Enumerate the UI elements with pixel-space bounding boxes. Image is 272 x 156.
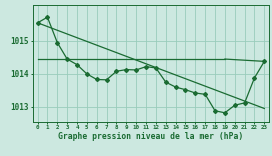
X-axis label: Graphe pression niveau de la mer (hPa): Graphe pression niveau de la mer (hPa) <box>58 132 244 141</box>
